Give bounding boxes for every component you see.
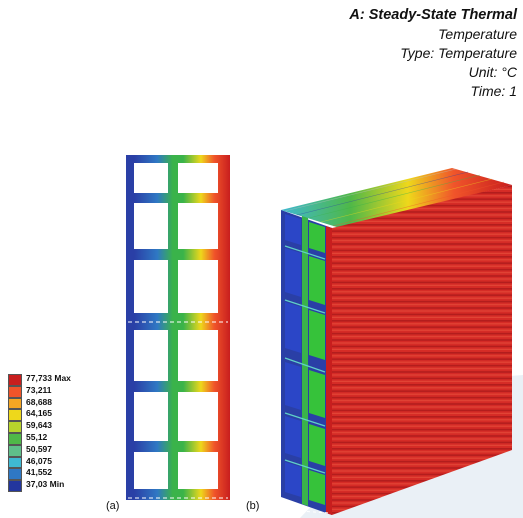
legend-label: 37,03 Min xyxy=(26,479,65,490)
legend-label: 41,552 xyxy=(26,467,52,478)
analysis-title: A: Steady-State Thermal xyxy=(349,7,517,23)
legend-label: 77,733 Max xyxy=(26,373,71,383)
legend-swatch xyxy=(8,385,22,398)
legend-swatch xyxy=(8,397,22,410)
legend-swatch xyxy=(8,480,22,492)
legend-label: 59,643 xyxy=(26,420,52,431)
result-header: A: Steady-State Thermal Temperature Type… xyxy=(349,6,517,101)
legend-label: 64,165 xyxy=(26,408,52,419)
legend-label: 68,688 xyxy=(26,396,52,407)
panel-b-label: (b) xyxy=(246,500,260,512)
legend-swatch xyxy=(8,409,22,422)
legend-label: 73,211 xyxy=(26,384,52,395)
result-unit: Unit: °C xyxy=(468,64,517,80)
legend-label: 50,597 xyxy=(26,443,52,454)
legend-swatch xyxy=(8,468,22,481)
panel-a-cross-section xyxy=(126,155,230,500)
panel-a-label: (a) xyxy=(106,500,120,512)
legend-swatch xyxy=(8,374,22,386)
panel-b-3d-model xyxy=(281,168,512,515)
legend-swatch xyxy=(8,456,22,469)
legend-swatch xyxy=(8,432,22,445)
legend-label: 46,075 xyxy=(26,455,52,466)
result-type: Type: Temperature xyxy=(400,45,517,61)
legend-swatch xyxy=(8,421,22,433)
result-name: Temperature xyxy=(438,26,517,42)
legend-label: 55,12 xyxy=(26,431,48,442)
legend-swatch xyxy=(8,444,22,457)
result-time: Time: 1 xyxy=(470,83,517,99)
